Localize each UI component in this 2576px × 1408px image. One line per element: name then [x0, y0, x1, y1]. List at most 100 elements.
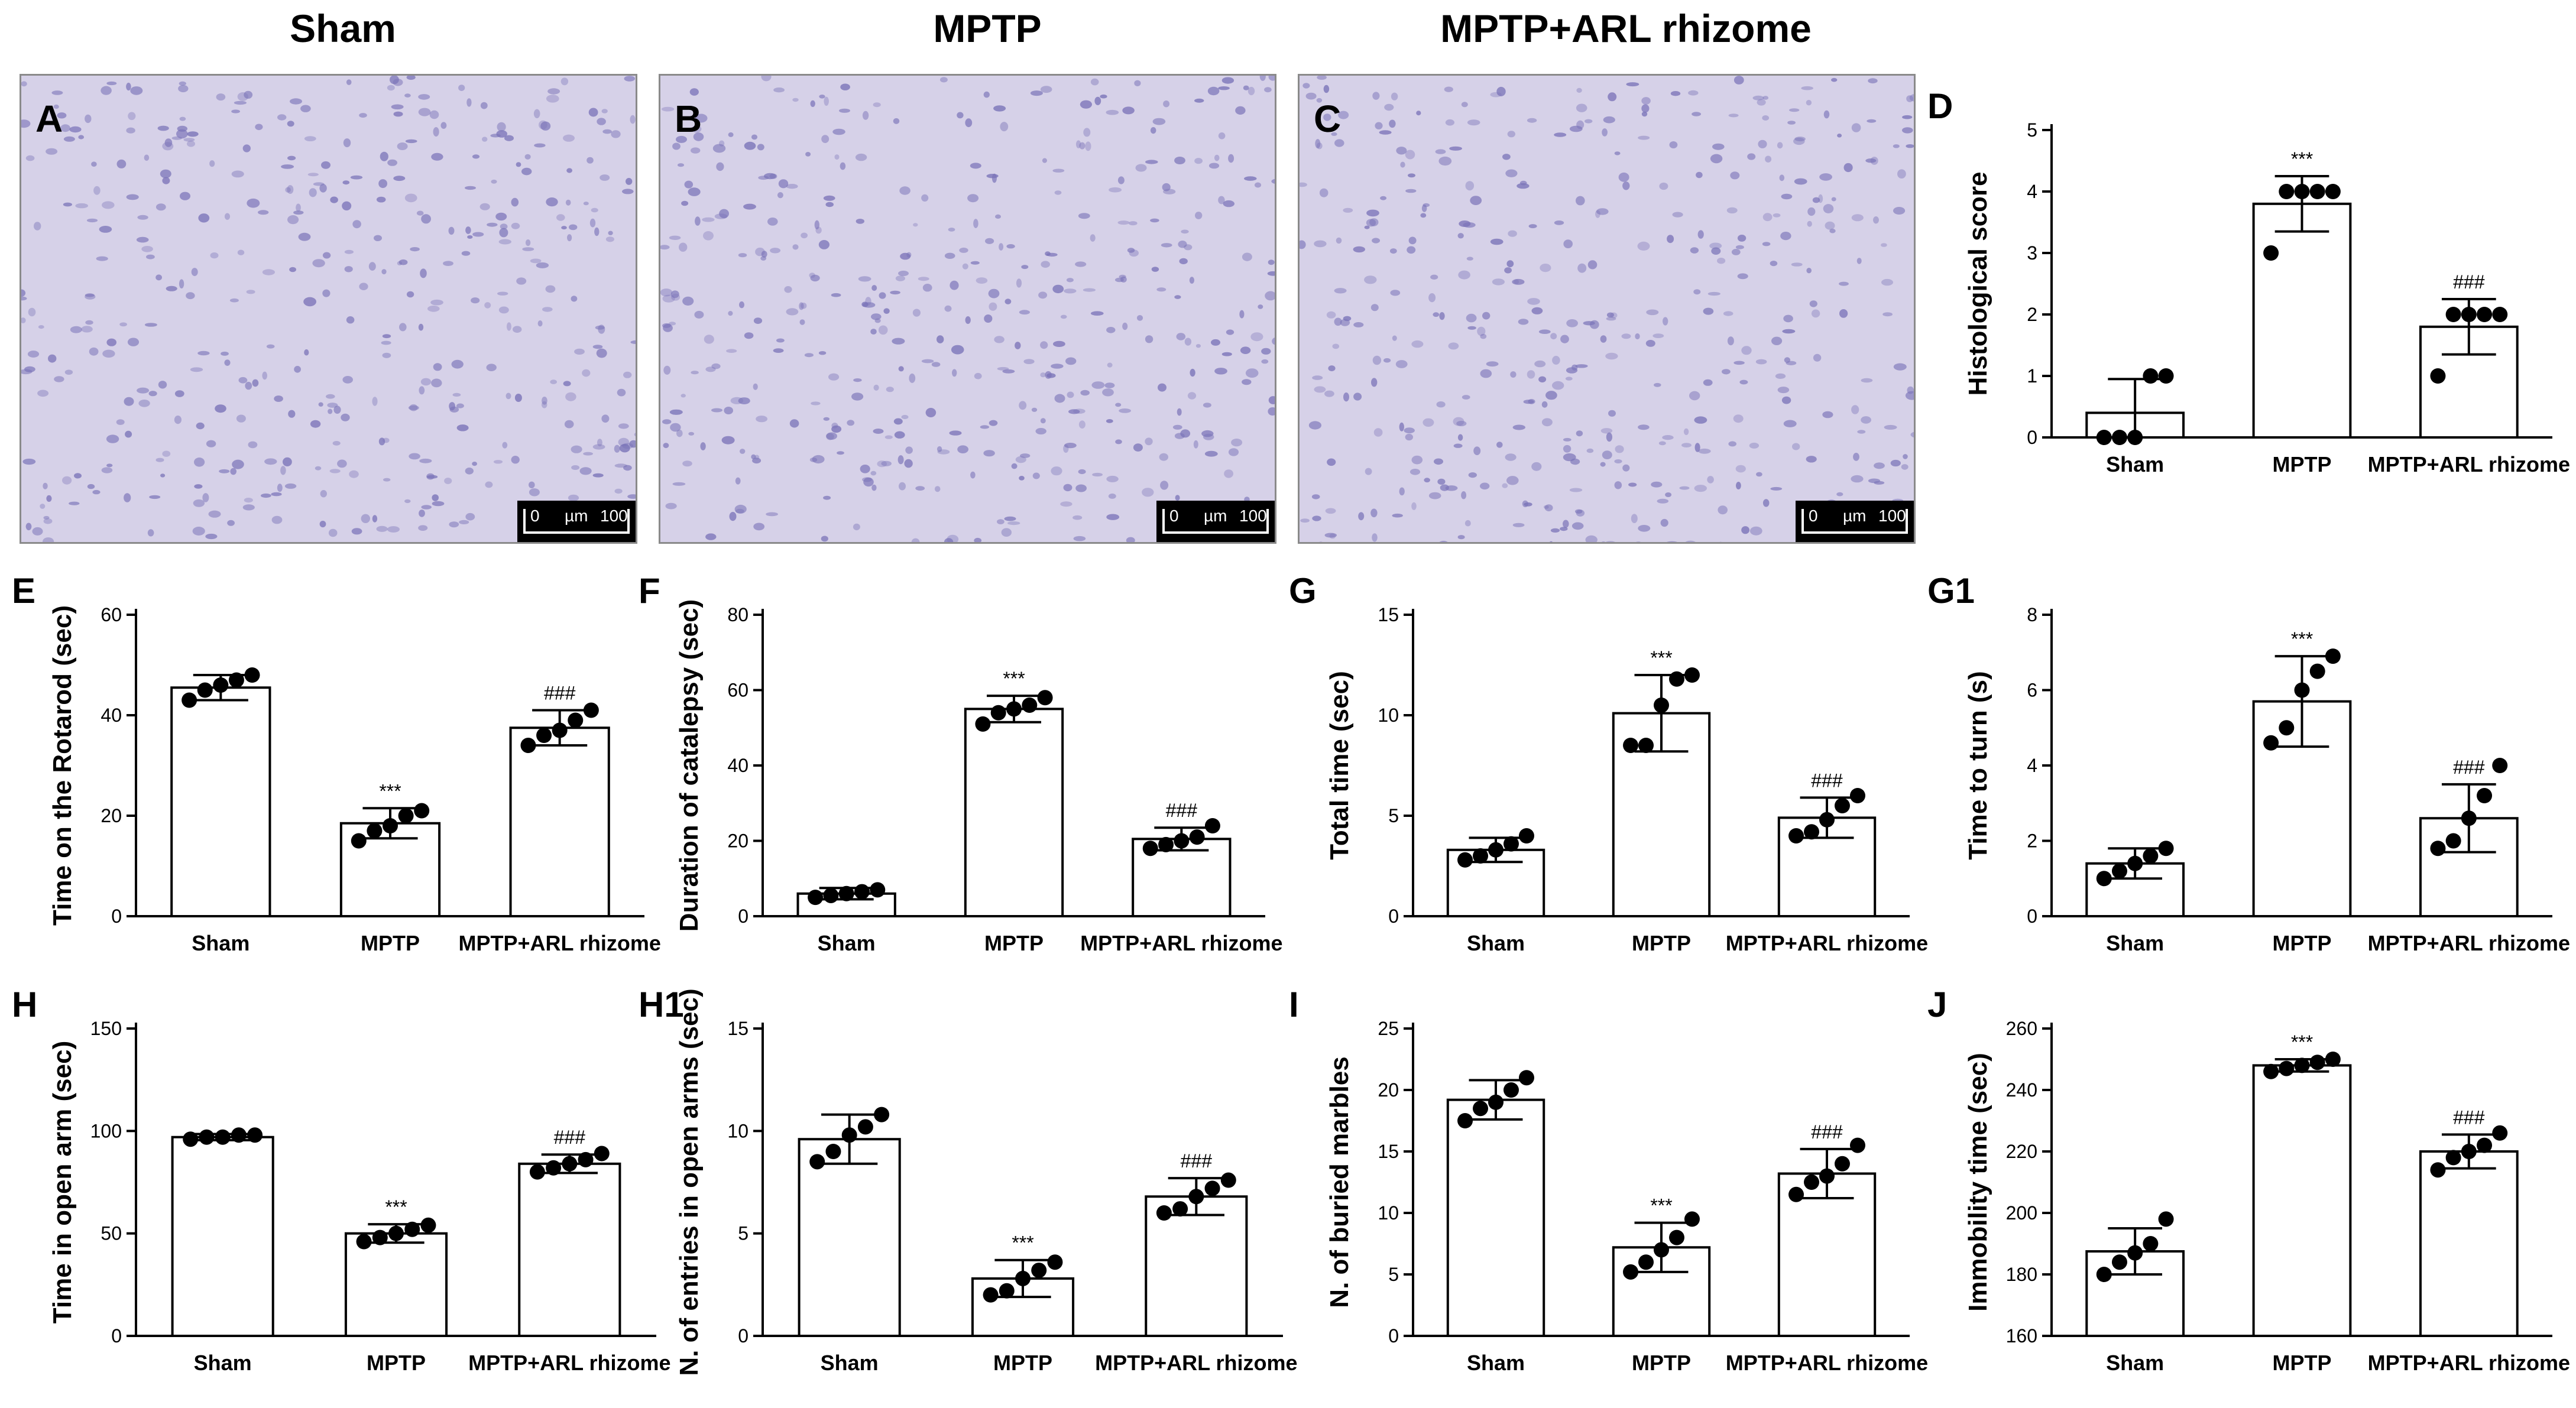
cell-nucleus	[1042, 158, 1047, 163]
data-point	[213, 677, 229, 693]
data-point	[404, 1221, 420, 1237]
cell-nucleus	[937, 449, 950, 455]
cell-nucleus	[672, 142, 681, 150]
cell-nucleus	[912, 309, 921, 317]
cell-nucleus	[431, 378, 442, 388]
data-point	[2477, 307, 2493, 322]
cell-nucleus	[24, 366, 35, 372]
cell-nucleus	[368, 262, 376, 271]
cell-nucleus	[202, 493, 209, 502]
cell-nucleus	[1480, 333, 1487, 339]
y-tick-label: 4	[2027, 755, 2037, 776]
cell-nucleus	[967, 194, 979, 203]
cell-nucleus	[506, 322, 511, 331]
cell-nucleus	[160, 473, 166, 478]
cell-nucleus	[237, 249, 245, 255]
cell-nucleus	[426, 473, 435, 480]
y-tick-label: 40	[101, 705, 122, 726]
cell-nucleus	[315, 466, 322, 471]
cell-nucleus	[618, 423, 629, 429]
cell-nucleus	[662, 323, 671, 328]
bar	[344, 1232, 448, 1337]
cell-nucleus	[1865, 158, 1877, 163]
cell-nucleus	[739, 301, 744, 309]
cell-nucleus	[209, 160, 215, 167]
cell-nucleus	[1698, 448, 1711, 454]
cell-nucleus	[1482, 312, 1490, 320]
cell-nucleus	[504, 135, 514, 141]
cell-nucleus	[390, 76, 399, 85]
cell-nucleus	[205, 533, 218, 540]
scale-bar-end: 100	[1239, 507, 1267, 525]
cell-nucleus	[1606, 317, 1616, 321]
cell-nucleus	[681, 200, 689, 206]
cell-nucleus	[458, 85, 465, 91]
cell-nucleus	[433, 363, 442, 371]
cell-nucleus	[85, 114, 92, 124]
cell-nucleus	[1662, 435, 1674, 440]
data-point	[2492, 758, 2508, 773]
cell-nucleus	[1550, 333, 1557, 340]
cell-nucleus	[1194, 98, 1204, 103]
cell-nucleus	[1628, 482, 1637, 487]
category-label: MPTP+ARL rhizome	[1080, 931, 1282, 955]
category-label: Sham	[194, 1351, 252, 1375]
cell-nucleus	[1757, 99, 1766, 106]
cell-nucleus	[287, 121, 294, 127]
cell-nucleus	[1606, 312, 1614, 318]
cell-nucleus	[743, 203, 756, 210]
cell-nucleus	[985, 238, 994, 244]
cell-nucleus	[404, 193, 417, 203]
y-tick-label: 100	[90, 1120, 122, 1141]
cell-nucleus	[449, 521, 459, 528]
data-point	[2096, 1267, 2112, 1282]
cell-nucleus	[1792, 443, 1800, 450]
cell-nucleus	[624, 76, 636, 82]
cell-nucleus	[695, 216, 701, 226]
cell-nucleus	[883, 308, 890, 314]
y-tick-label: 25	[1378, 1018, 1399, 1039]
cell-nucleus	[116, 159, 127, 168]
data-point	[1204, 1180, 1220, 1196]
cell-nucleus	[1080, 100, 1092, 109]
cell-nucleus	[898, 366, 904, 372]
data-point	[2445, 1150, 2461, 1166]
cell-nucleus	[96, 256, 108, 261]
cell-nucleus	[1831, 77, 1838, 82]
cell-nucleus	[1019, 310, 1030, 315]
cell-nucleus	[404, 499, 411, 504]
cell-nucleus	[1316, 98, 1323, 103]
cell-nucleus	[688, 432, 695, 436]
cell-nucleus	[101, 467, 113, 473]
panel-letter-b: B	[675, 98, 702, 140]
cell-nucleus	[416, 210, 424, 216]
cell-nucleus	[1791, 262, 1803, 267]
cell-nucleus	[60, 124, 70, 132]
cell-nucleus	[826, 432, 837, 440]
cell-nucleus	[1391, 92, 1398, 100]
cell-nucleus	[634, 433, 636, 437]
cell-nucleus	[1372, 355, 1382, 365]
data-point	[1473, 1101, 1489, 1117]
cell-nucleus	[522, 247, 534, 251]
cell-nucleus	[1066, 278, 1074, 283]
y-tick-label: 20	[1378, 1079, 1399, 1101]
cell-nucleus	[560, 77, 569, 86]
cell-nucleus	[1023, 359, 1035, 364]
category-label: MPTP+ARL rhizome	[1726, 1351, 1928, 1375]
cell-nucleus	[547, 88, 560, 95]
cell-nucleus	[1052, 284, 1064, 294]
data-point	[2492, 307, 2508, 322]
y-tick-label: 2	[2027, 830, 2037, 852]
cell-nucleus	[684, 180, 694, 189]
cell-nucleus	[1067, 391, 1074, 398]
cell-nucleus	[1853, 453, 1859, 461]
cell-nucleus	[106, 338, 116, 346]
cell-nucleus	[1823, 204, 1834, 213]
cell-nucleus	[863, 302, 876, 308]
cell-nucleus	[179, 81, 186, 86]
cell-nucleus	[32, 527, 43, 536]
cell-nucleus	[1712, 143, 1725, 150]
cell-nucleus	[1150, 218, 1159, 223]
cell-nucleus	[1502, 154, 1511, 160]
